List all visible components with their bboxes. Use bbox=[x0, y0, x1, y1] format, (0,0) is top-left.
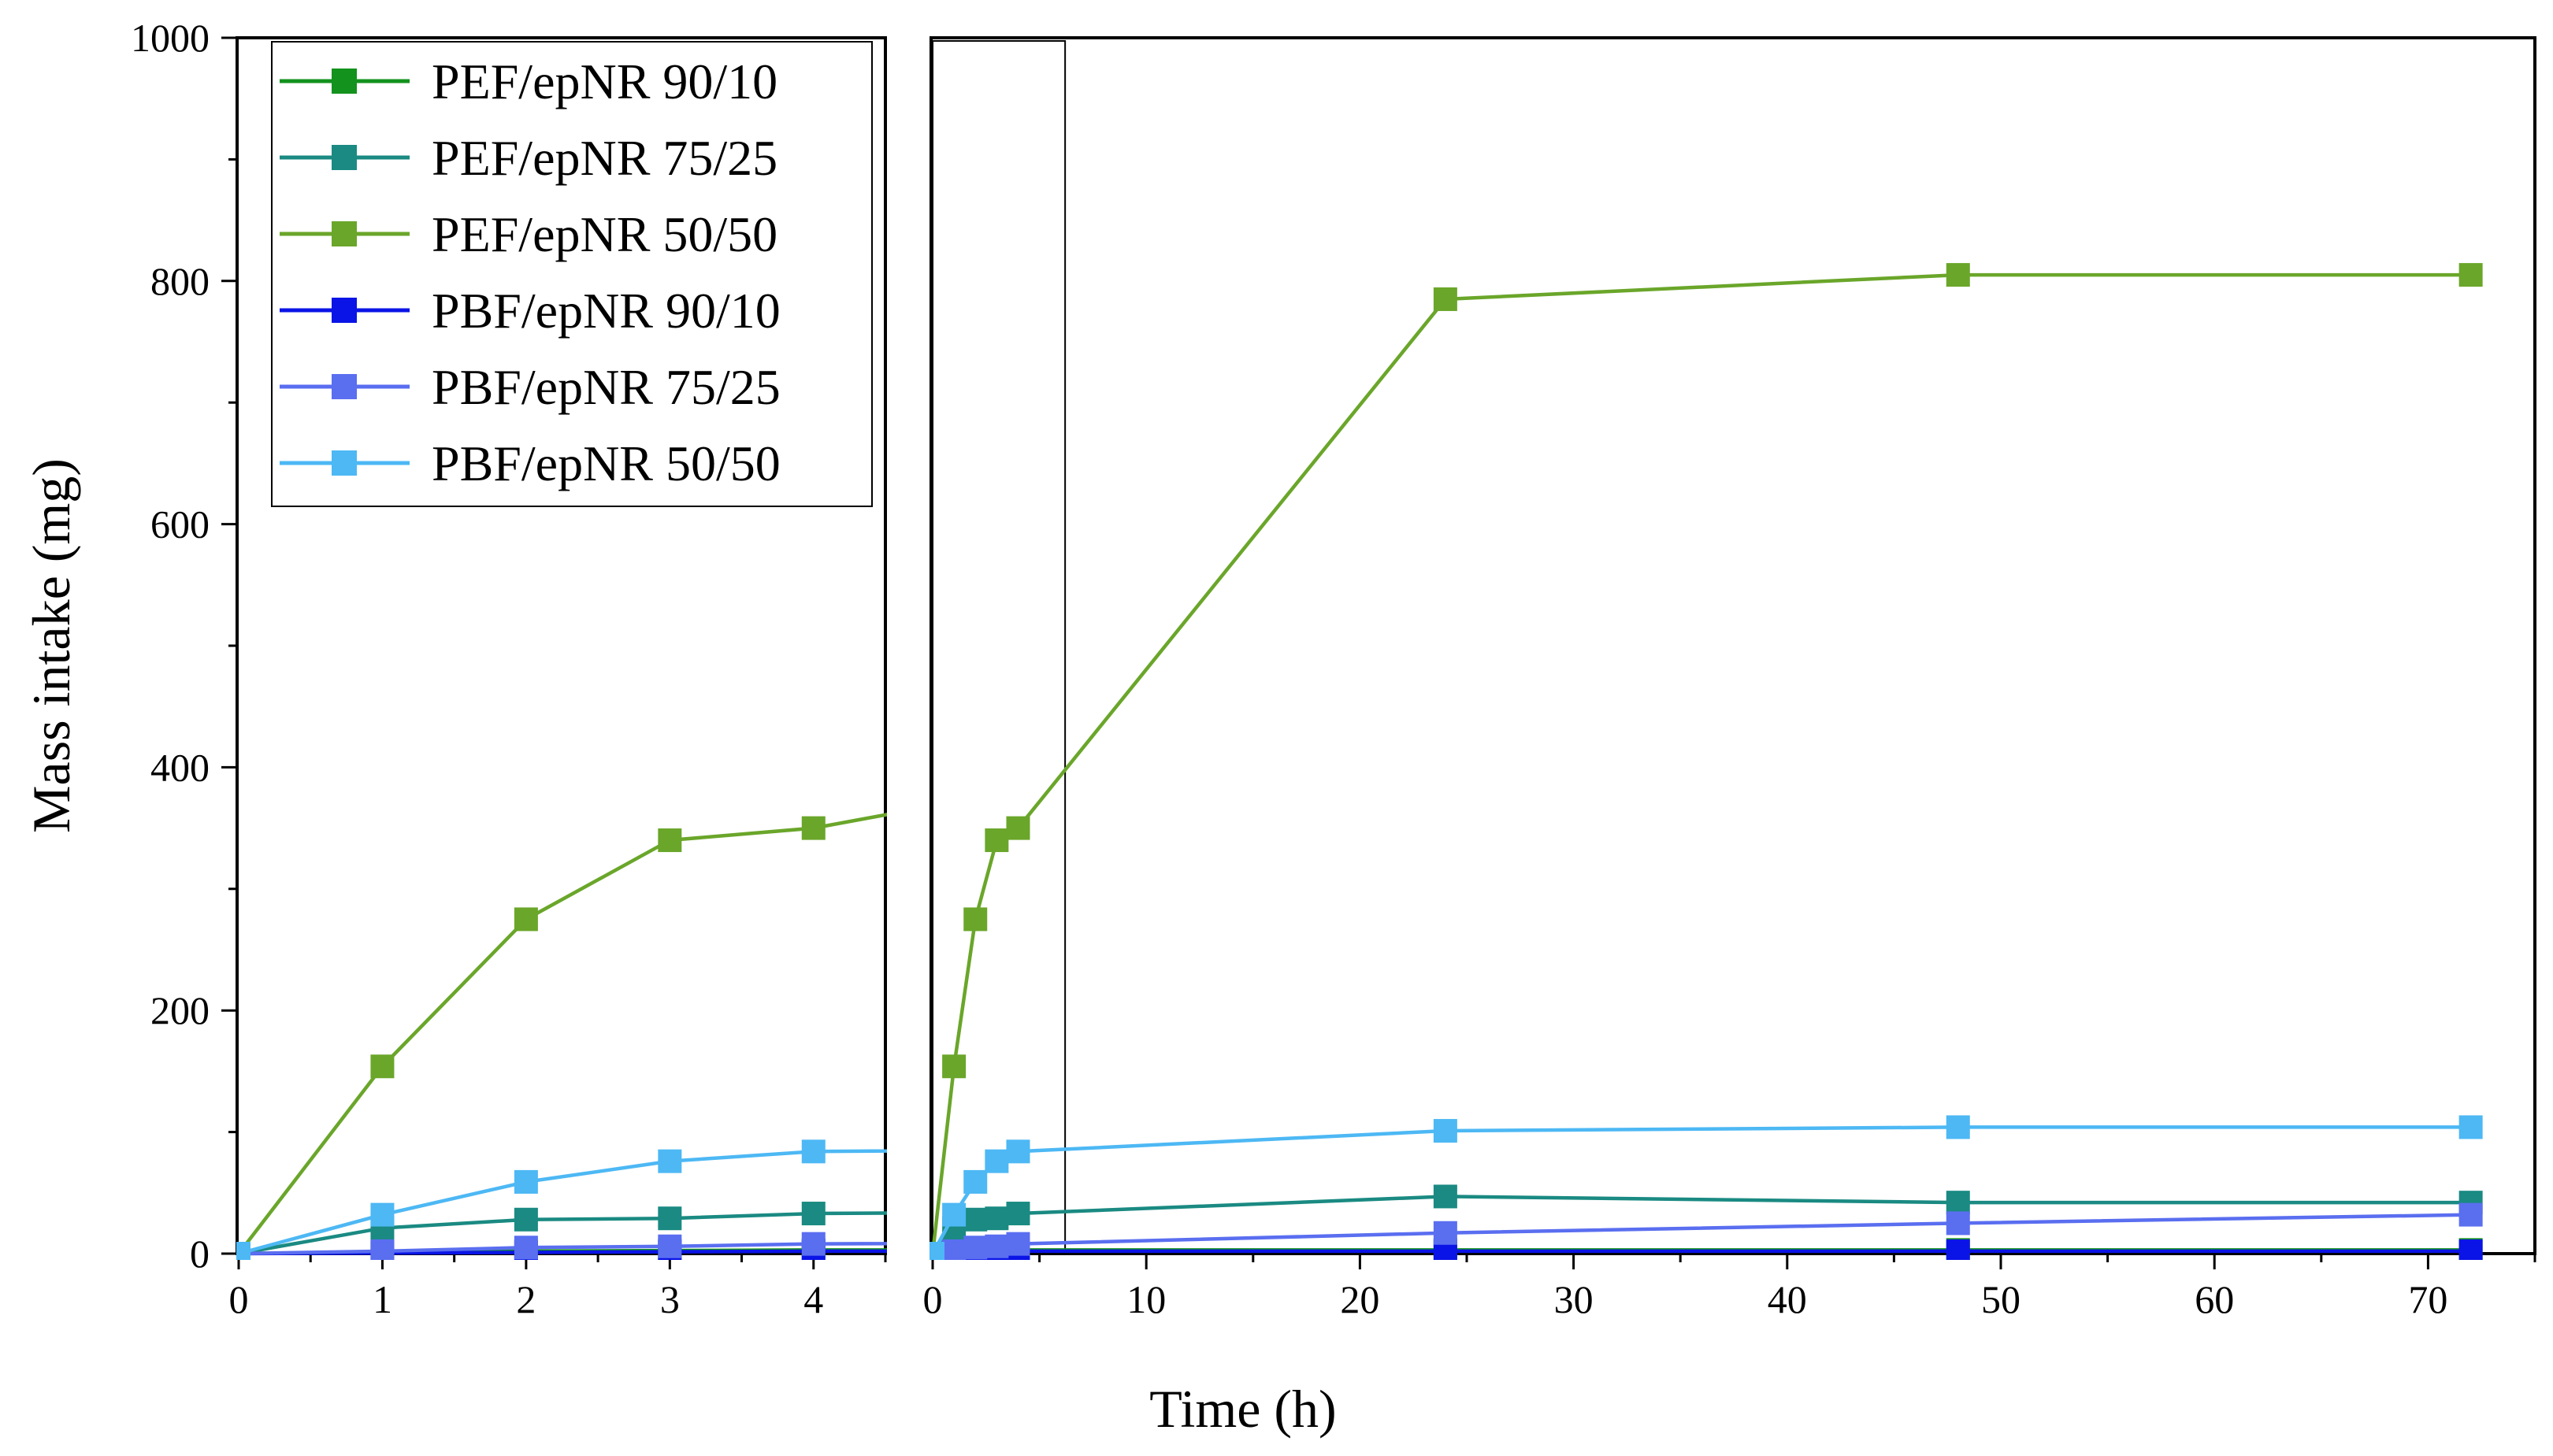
legend-frame bbox=[271, 41, 873, 507]
data-point-pbf-epnr-50-50 bbox=[370, 1202, 395, 1227]
data-point-pef-epnr-75-25 bbox=[963, 1207, 988, 1232]
x-tick-label: 3 bbox=[660, 1277, 680, 1321]
x-tick-label: 4 bbox=[803, 1277, 823, 1321]
data-point-pef-epnr-75-25 bbox=[1946, 1191, 1970, 1215]
data-point-pbf-epnr-75-25 bbox=[658, 1234, 682, 1258]
y-axis-title: Mass intake (mg) bbox=[21, 458, 81, 833]
data-point-pef-epnr-50-50 bbox=[963, 907, 988, 932]
x-tick-label: 10 bbox=[1126, 1277, 1166, 1321]
x-tick-label: 2 bbox=[516, 1277, 536, 1321]
y-tick-label: 800 bbox=[150, 259, 210, 303]
series-line-pbf-epnr-50-50 bbox=[931, 1125, 2471, 1255]
data-point-pbf-epnr-75-25 bbox=[370, 1239, 395, 1260]
data-point-pbf-epnr-75-25 bbox=[985, 1234, 1009, 1258]
data-point-pef-epnr-50-50 bbox=[1006, 816, 1030, 840]
zoom-panel: 0 200 400 600 800 1000 0 1 2 3 4 bbox=[131, 16, 887, 1321]
legend-label-pbf-epnr-75-25: PBF/epNR 75/25 bbox=[432, 359, 781, 415]
data-point-pbf-epnr-90-10 bbox=[1946, 1239, 1970, 1260]
legend-marker-pbf-epnr-50-50 bbox=[332, 450, 357, 476]
series-line-pbf-epnr-75-25 bbox=[932, 1213, 2471, 1256]
data-point-pbf-epnr-50-50 bbox=[930, 1242, 944, 1260]
y-tick-label: 200 bbox=[150, 988, 210, 1032]
legend-label-pef-epnr-90-10: PEF/epNR 90/10 bbox=[432, 54, 777, 109]
series-line-pef-epnr-75-25 bbox=[931, 1195, 2471, 1255]
data-point-pbf-epnr-50-50 bbox=[1946, 1115, 1970, 1139]
x-tick-label: 1 bbox=[373, 1277, 392, 1321]
data-point-pbf-epnr-75-25 bbox=[514, 1236, 538, 1260]
data-point-pbf-epnr-50-50 bbox=[963, 1169, 988, 1194]
data-point-pef-epnr-50-50 bbox=[801, 816, 826, 840]
data-point-pbf-epnr-50-50 bbox=[1433, 1119, 1457, 1143]
data-point-pef-epnr-50-50 bbox=[985, 828, 1009, 853]
x-tick-label: 60 bbox=[2195, 1277, 2234, 1321]
legend-marker-pef-epnr-90-10 bbox=[332, 69, 357, 94]
legend-label-pbf-epnr-90-10: PBF/epNR 90/10 bbox=[432, 283, 781, 339]
data-point-pbf-epnr-50-50 bbox=[658, 1149, 682, 1173]
legend: PEF/epNR 90/10 PEF/epNR 75/25 PEF/epNR 50/… bbox=[271, 41, 873, 507]
data-point-pef-epnr-50-50 bbox=[1946, 263, 1970, 287]
series-line-pef-epnr-75-25 bbox=[238, 1211, 887, 1256]
series-line-pbf-epnr-75-25 bbox=[238, 1242, 887, 1256]
data-point-pef-epnr-75-25 bbox=[985, 1206, 1009, 1231]
y-tick-label: 600 bbox=[150, 502, 210, 546]
x-tick-label: 0 bbox=[923, 1277, 943, 1321]
legend-marker-pbf-epnr-75-25 bbox=[332, 374, 357, 399]
legend-label-pbf-epnr-50-50: PBF/epNR 50/50 bbox=[432, 435, 781, 491]
data-point-pbf-epnr-50-50 bbox=[1006, 1139, 1030, 1164]
x-tick-label: 0 bbox=[229, 1277, 249, 1321]
data-point-pbf-epnr-50-50 bbox=[801, 1139, 826, 1164]
legend-marker-pef-epnr-75-25 bbox=[332, 145, 357, 170]
y-tick-label: 400 bbox=[150, 745, 210, 789]
x-tick-label: 70 bbox=[2408, 1277, 2447, 1321]
data-point-pbf-epnr-50-50 bbox=[2458, 1115, 2483, 1139]
y-tick-label: 1000 bbox=[131, 16, 210, 60]
full-panel-frame bbox=[930, 36, 2536, 1255]
legend-marker-pbf-epnr-90-10 bbox=[332, 298, 357, 323]
data-point-pbf-epnr-75-25 bbox=[963, 1236, 988, 1260]
y-tick-label: 0 bbox=[190, 1232, 210, 1276]
data-point-pbf-epnr-50-50 bbox=[942, 1202, 967, 1227]
data-point-pbf-epnr-75-25 bbox=[942, 1239, 967, 1260]
data-point-pef-epnr-75-25 bbox=[801, 1202, 826, 1226]
legend-marker-pef-epnr-50-50 bbox=[332, 221, 357, 246]
data-point-pef-epnr-75-25 bbox=[658, 1206, 682, 1231]
data-point-pef-epnr-50-50 bbox=[370, 1054, 395, 1079]
data-point-pbf-epnr-50-50 bbox=[236, 1242, 250, 1260]
full-panel: 0 10 20 30 40 50 60 70 bbox=[923, 36, 2536, 1321]
data-point-pef-epnr-75-25 bbox=[1006, 1202, 1030, 1226]
x-tick-label: 50 bbox=[1981, 1277, 2021, 1321]
data-point-pbf-epnr-75-25 bbox=[1006, 1232, 1030, 1256]
data-point-pbf-epnr-75-25 bbox=[1433, 1221, 1457, 1245]
data-point-pef-epnr-50-50 bbox=[942, 1054, 967, 1079]
series-line-pef-epnr-50-50 bbox=[930, 272, 2471, 1254]
data-point-pbf-epnr-75-25 bbox=[801, 1232, 826, 1256]
series-line-pbf-epnr-50-50 bbox=[238, 1149, 887, 1256]
data-point-pbf-epnr-90-10 bbox=[2458, 1239, 2483, 1260]
data-point-pef-epnr-75-25 bbox=[1433, 1184, 1457, 1209]
legend-label-pef-epnr-50-50: PEF/epNR 50/50 bbox=[432, 206, 777, 262]
x-tick-label: 30 bbox=[1554, 1277, 1594, 1321]
data-point-pbf-epnr-50-50 bbox=[514, 1169, 538, 1194]
series-line-pbf-epnr-90-10 bbox=[238, 1249, 887, 1256]
data-point-pbf-epnr-50-50 bbox=[985, 1149, 1009, 1173]
data-point-pef-epnr-75-25 bbox=[514, 1207, 538, 1232]
legend-label-pef-epnr-75-25: PEF/epNR 75/25 bbox=[432, 130, 777, 186]
series-line-pef-epnr-50-50 bbox=[237, 813, 887, 1255]
data-point-pbf-epnr-75-25 bbox=[1946, 1211, 1970, 1236]
x-tick-label: 40 bbox=[1768, 1277, 1807, 1321]
data-point-pef-epnr-50-50 bbox=[1433, 287, 1457, 311]
data-point-pbf-epnr-75-25 bbox=[2458, 1202, 2483, 1227]
x-axis-title: Time (h) bbox=[1149, 1379, 1336, 1439]
data-point-pef-epnr-50-50 bbox=[514, 907, 538, 932]
data-point-pef-epnr-50-50 bbox=[658, 828, 682, 853]
x-tick-label: 20 bbox=[1340, 1277, 1379, 1321]
data-point-pef-epnr-50-50 bbox=[2458, 263, 2483, 287]
